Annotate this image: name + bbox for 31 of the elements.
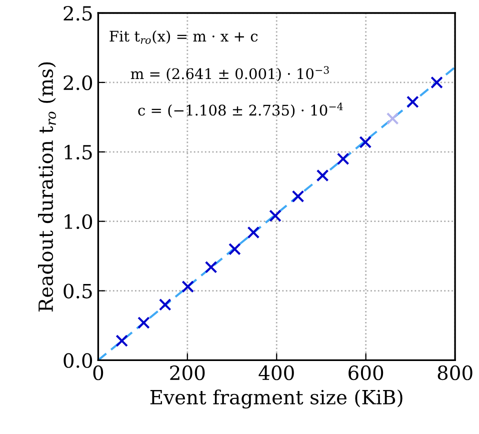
annotation: m = (2.641 ± 0.001) · 10$^{−3}$ (130, 66, 329, 82)
x-tick-label: 400 (258, 365, 294, 380)
annotation: Fit t$_{ro}$(x) = m · x + c (110, 30, 258, 44)
x-tick-label: 200 (170, 365, 205, 380)
point (336, 152, 350, 166)
y-tick-label: 2.0 (64, 75, 92, 90)
point (430, 76, 443, 89)
x-tick-label: 600 (348, 365, 384, 380)
point (116, 334, 128, 347)
y-tick-label: 0.0 (64, 353, 92, 368)
annotation: c = (−1.108 ± 2.735) · 10$^{−4}$ (138, 102, 343, 118)
y-tick-label: 1.0 (64, 214, 92, 230)
point (228, 242, 241, 256)
point (359, 136, 372, 148)
x-tick-label: 0 (93, 365, 104, 380)
point (316, 169, 329, 182)
point (386, 112, 399, 125)
point (406, 96, 419, 108)
point (138, 316, 150, 329)
y-axis-title: Readout duration t$_{ro}$ (ms) (38, 62, 56, 312)
point (292, 190, 304, 203)
y-tick-label: 2.5 (64, 6, 92, 21)
x-tick-label: 800 (438, 365, 472, 380)
point (247, 226, 260, 239)
x-axis-title: Event fragment size (KiB) (150, 389, 402, 409)
y-tick-label: 1.5 (64, 144, 92, 160)
point (158, 298, 172, 311)
point (182, 280, 194, 293)
point (269, 210, 282, 222)
point (204, 260, 218, 274)
y-tick-label: 0.5 (64, 284, 92, 298)
